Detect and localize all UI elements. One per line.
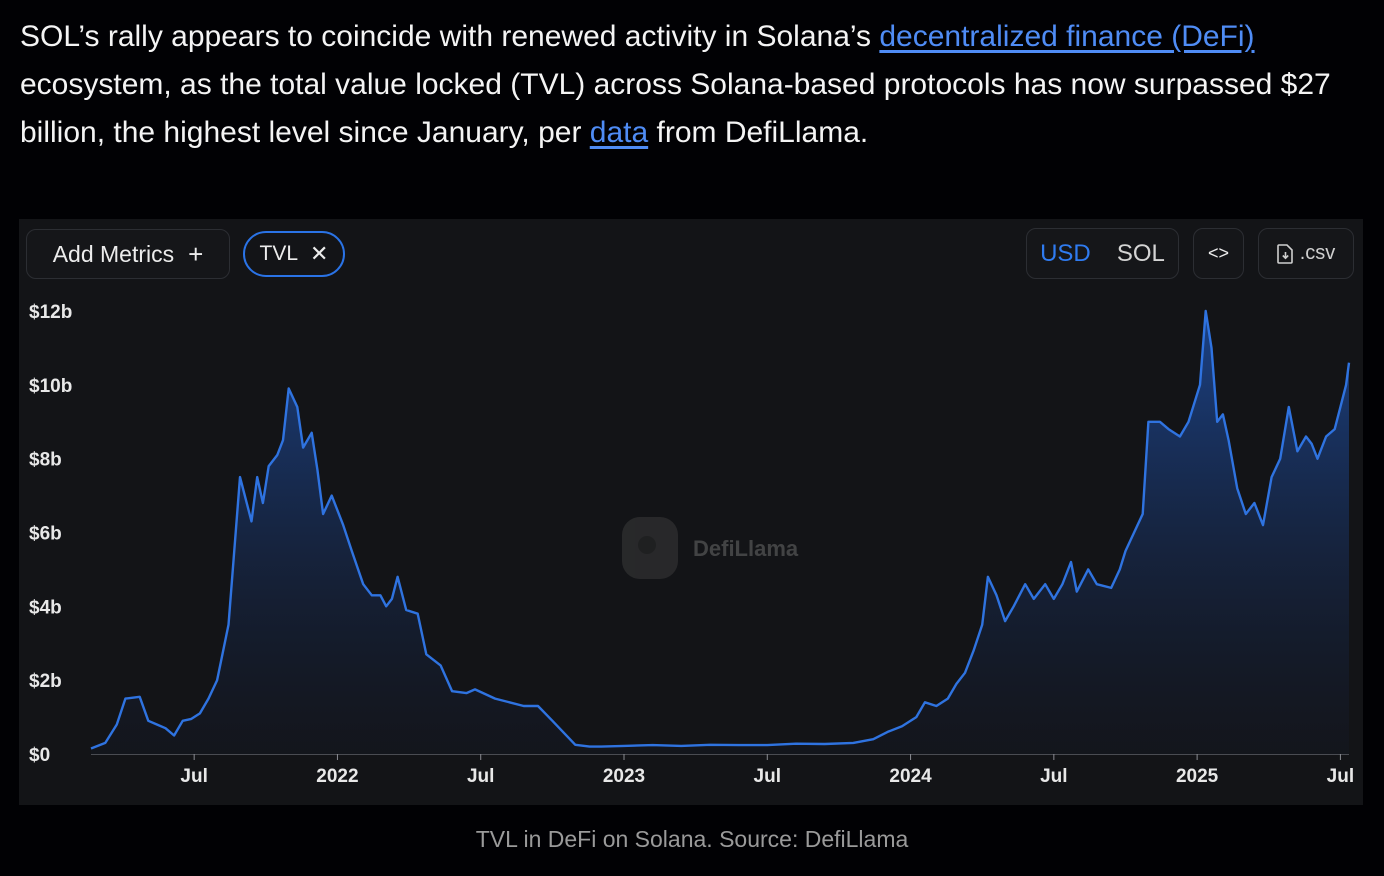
tvl-metric-chip[interactable]: TVL ✕ [243, 231, 345, 277]
x-tick-label: 2025 [1176, 766, 1219, 787]
currency-toggle[interactable]: USD SOL [1026, 228, 1179, 279]
currency-usd-option[interactable]: USD [1040, 239, 1091, 267]
watermark-text: DefiLlama [693, 536, 799, 561]
article-text-part3: from DefiLlama. [648, 116, 869, 149]
x-tick-label: Jul [1327, 766, 1354, 787]
y-tick-label: $8b [29, 450, 62, 471]
defillama-logo-mark [638, 536, 656, 554]
y-tick-label: $10b [29, 376, 72, 397]
tvl-series-line [90, 309, 1351, 750]
close-icon[interactable]: ✕ [310, 241, 329, 266]
article-text-part2: ecosystem, as the total value locked (TV… [20, 68, 1331, 149]
article-paragraph: SOL’s rally appears to coincide with ren… [20, 13, 1360, 157]
x-axis: Jul 2022 Jul 2023 Jul 2024 Jul 2025 Jul [180, 754, 1354, 787]
chart-panel: Add Metrics + TVL ✕ USD SOL <> .csv Defi… [19, 219, 1363, 805]
currency-sol-option[interactable]: SOL [1116, 239, 1165, 267]
csv-label: .csv [1299, 242, 1336, 264]
y-tick-label: $4b [29, 597, 62, 618]
tvl-area-fill [91, 311, 1349, 754]
x-tick-label: Jul [754, 766, 781, 787]
y-tick-label: $0 [29, 745, 50, 766]
defillama-watermark: DefiLlama [622, 517, 799, 579]
chart-caption: TVL in DeFi on Solana. Source: DefiLlama [475, 826, 909, 852]
defi-link[interactable]: decentralized finance (DeFi) [879, 20, 1255, 53]
x-tick-label: 2023 [603, 766, 645, 787]
x-tick-label: 2024 [889, 766, 932, 787]
x-tick-label: 2022 [316, 766, 358, 787]
y-tick-label: $6b [29, 524, 62, 545]
data-link[interactable]: data [589, 116, 649, 149]
plus-icon: + [188, 239, 204, 269]
x-tick-label: Jul [467, 766, 494, 787]
article-text-part1: SOL’s rally appears to coincide with ren… [20, 20, 880, 53]
x-tick-label: Jul [1040, 766, 1067, 787]
add-metrics-label: Add Metrics [52, 240, 175, 267]
x-tick-label: Jul [180, 766, 207, 787]
tvl-area-chart: DefiLlama $0 $2b $4b $6b $8b $10b $12b Jul 2022… [29, 302, 1354, 787]
embed-button[interactable]: <> [1193, 228, 1244, 279]
file-download-icon [1276, 243, 1293, 264]
add-metrics-button[interactable]: Add Metrics + [26, 229, 230, 279]
y-axis: $0 $2b $4b $6b $8b $10b $12b [29, 302, 72, 766]
y-tick-label: $12b [29, 302, 72, 323]
csv-download-button[interactable]: .csv [1258, 228, 1354, 279]
tvl-chip-label: TVL [259, 242, 299, 265]
y-tick-label: $2b [29, 671, 62, 692]
embed-code-icon: <> [1207, 243, 1230, 263]
